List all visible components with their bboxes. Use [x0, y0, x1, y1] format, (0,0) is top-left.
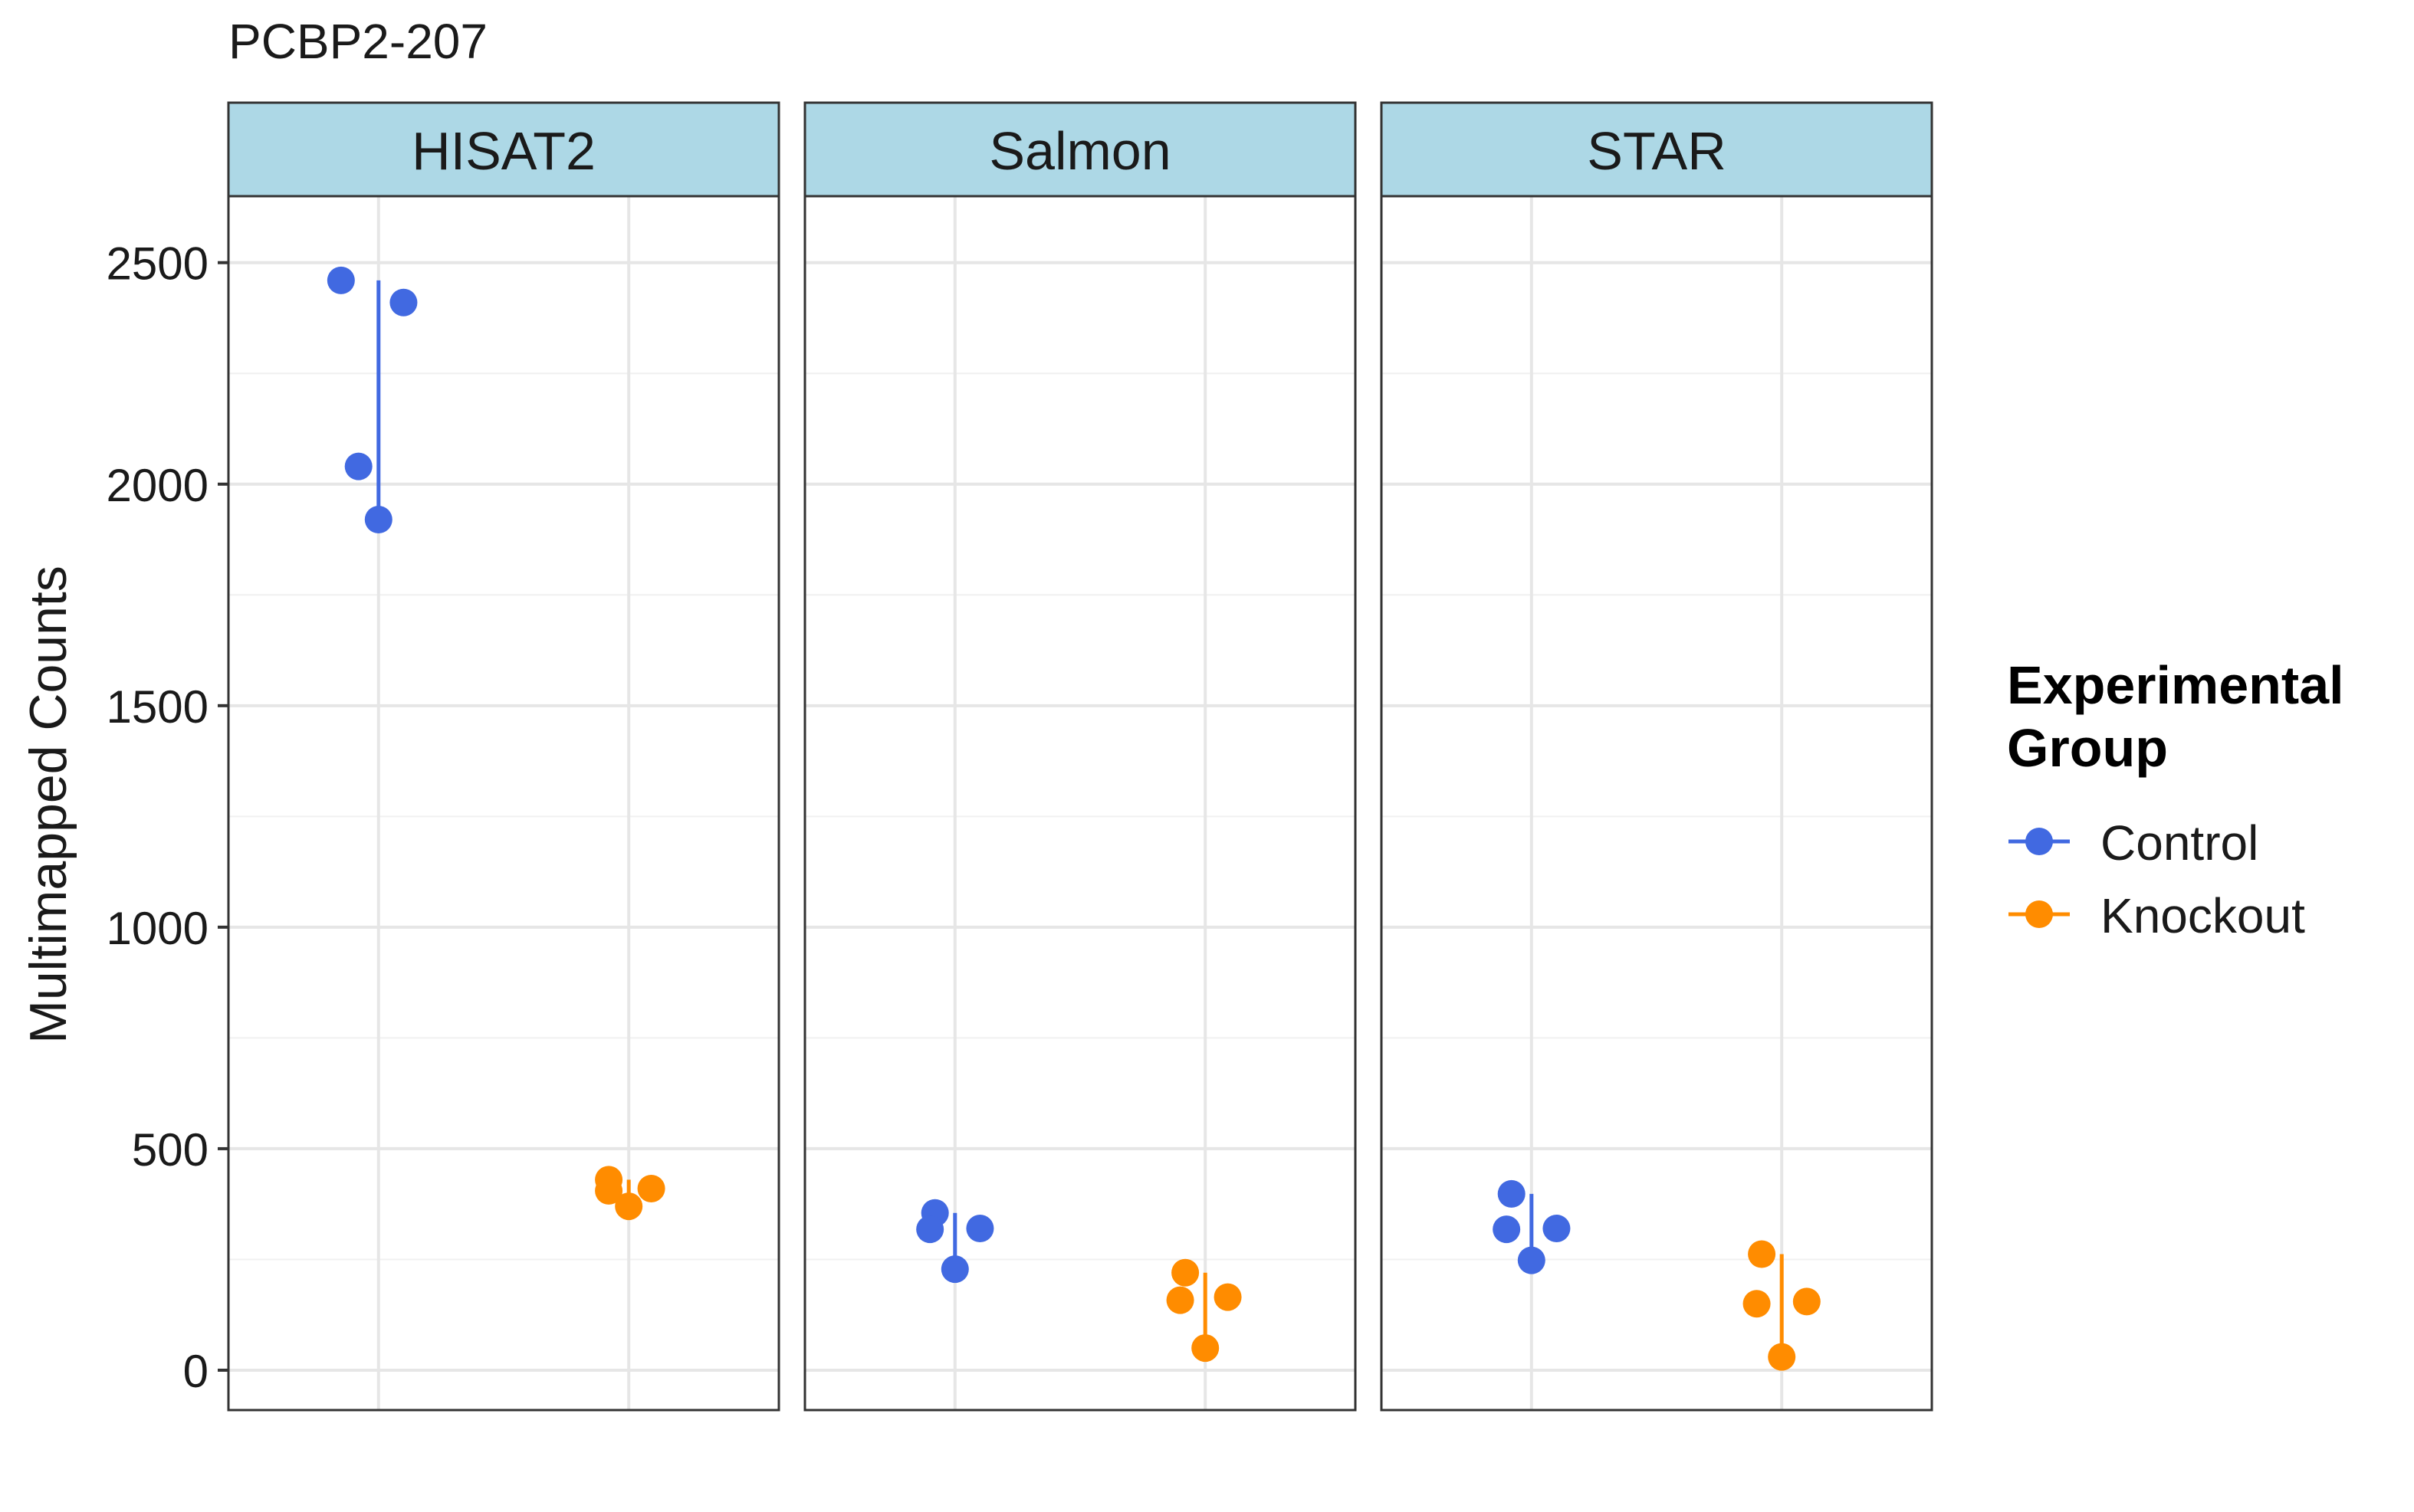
- panels-layer: HISAT2 Salmon STAR: [227, 101, 1933, 1412]
- panel-star: STAR: [1380, 101, 1933, 1412]
- y-tick-label: 2000: [107, 460, 209, 511]
- y-axis-label: Multimapped Counts: [19, 566, 77, 1044]
- data-point-control: [966, 1214, 994, 1242]
- facet-strip-label: Salmon: [989, 121, 1171, 181]
- data-point-control: [344, 452, 373, 480]
- data-point-knockout: [1166, 1286, 1194, 1314]
- data-point-knockout: [1768, 1343, 1796, 1371]
- legend-key-point: [2025, 828, 2053, 855]
- data-point-control: [1497, 1179, 1526, 1208]
- facet-strip-label: STAR: [1587, 121, 1726, 181]
- panel-background: [1381, 196, 1932, 1410]
- facet-strip: [227, 101, 780, 198]
- data-point-knockout: [1748, 1240, 1776, 1268]
- y-tick-label: 1000: [107, 903, 209, 954]
- legend-title-line2: Group: [2007, 718, 2168, 778]
- panel-background: [805, 196, 1355, 1410]
- y-tick-label: 0: [183, 1346, 209, 1397]
- data-point-knockout: [1742, 1290, 1771, 1318]
- facet-strip: [1380, 101, 1933, 198]
- panel-hisat2: HISAT2: [227, 101, 780, 1412]
- y-axis: 0 500 1000 1500 2000 2500: [107, 238, 228, 1397]
- legend: Experimental Group Control Knockout: [2007, 655, 2344, 943]
- legend-entry-label: Knockout: [2100, 888, 2305, 943]
- chart-title: PCBP2-207: [228, 14, 488, 69]
- legend-entries: Control Knockout: [2008, 815, 2305, 943]
- data-point-control: [916, 1215, 944, 1244]
- facet-strip: [803, 101, 1357, 198]
- panel-background: [228, 196, 779, 1410]
- data-point-control: [1493, 1215, 1521, 1244]
- legend-title-line1: Experimental: [2007, 655, 2344, 715]
- data-point-control: [327, 266, 355, 294]
- data-point-knockout: [595, 1176, 623, 1205]
- data-point-knockout: [615, 1192, 643, 1221]
- y-tick-label: 1500: [107, 681, 209, 733]
- data-point-knockout: [1171, 1258, 1200, 1287]
- legend-key-point: [2025, 900, 2053, 928]
- data-point-knockout: [1214, 1283, 1242, 1311]
- data-point-control: [941, 1255, 969, 1284]
- data-point-knockout: [1792, 1287, 1821, 1316]
- panel-salmon: Salmon: [803, 101, 1357, 1412]
- legend-entry-control: Control: [2008, 815, 2258, 871]
- y-tick-label: 2500: [107, 238, 209, 290]
- data-point-knockout: [637, 1174, 665, 1202]
- data-point-control: [1517, 1246, 1545, 1274]
- y-tick-label: 500: [132, 1124, 209, 1176]
- legend-entry-knockout: Knockout: [2008, 888, 2305, 943]
- facet-strip-label: HISAT2: [412, 121, 596, 181]
- data-point-knockout: [1191, 1334, 1220, 1363]
- data-point-control: [389, 288, 418, 317]
- data-point-control: [1542, 1214, 1571, 1242]
- data-point-control: [364, 506, 392, 534]
- legend-entry-label: Control: [2100, 815, 2258, 871]
